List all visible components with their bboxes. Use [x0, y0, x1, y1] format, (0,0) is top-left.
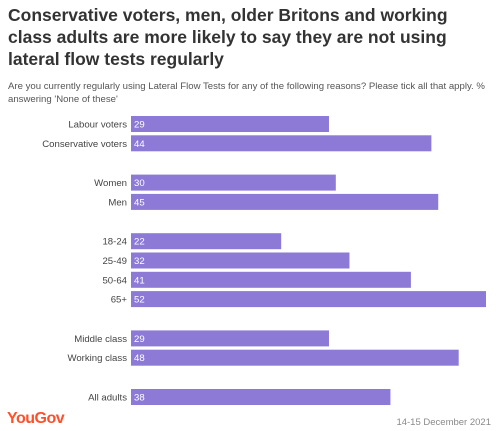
value-label-men: 45 — [134, 197, 145, 208]
bar-men — [131, 193, 439, 210]
bar-50-64 — [131, 271, 411, 288]
bar-conservative-voters — [131, 135, 432, 152]
category-label-50-64: 50-64 — [102, 275, 127, 286]
value-label-65-: 52 — [134, 295, 145, 306]
category-label-18-24: 18-24 — [102, 237, 127, 248]
bar-women — [131, 174, 336, 191]
value-label-women: 30 — [134, 178, 145, 189]
value-label-working-class: 48 — [134, 353, 145, 364]
bar-labour-voters — [131, 116, 329, 132]
bar-65- — [131, 291, 486, 308]
category-label-men: Men — [108, 197, 127, 208]
category-label-women: Women — [94, 178, 127, 189]
category-label-all-adults: All adults — [88, 393, 127, 404]
category-label-middle-class: Middle class — [74, 334, 127, 345]
survey-date: 14-15 December 2021 — [396, 417, 491, 428]
chart-subtitle: Are you currently regularly using Latera… — [8, 81, 485, 105]
bar-25-49 — [131, 252, 350, 269]
value-label-18-24: 22 — [134, 237, 145, 248]
value-label-labour-voters: 29 — [134, 120, 145, 131]
category-label-labour-voters: Labour voters — [68, 120, 127, 131]
value-label-50-64: 41 — [134, 275, 145, 286]
value-label-all-adults: 38 — [134, 393, 145, 404]
category-label-working-class: Working class — [67, 353, 127, 364]
bar-18-24 — [131, 233, 282, 250]
value-label-25-49: 32 — [134, 256, 145, 267]
category-label-65-: 65+ — [111, 295, 128, 306]
category-label-conservative-voters: Conservative voters — [42, 139, 127, 150]
value-label-middle-class: 29 — [134, 334, 145, 345]
bar-working-class — [131, 349, 459, 366]
yougov-logo: YouGov — [7, 410, 65, 427]
chart-title: Conservative voters, men, older Britons … — [8, 5, 448, 69]
category-label-25-49: 25-49 — [102, 256, 127, 267]
value-label-conservative-voters: 44 — [134, 139, 145, 150]
bar-middle-class — [131, 330, 329, 347]
bar-all-adults — [131, 389, 391, 405]
